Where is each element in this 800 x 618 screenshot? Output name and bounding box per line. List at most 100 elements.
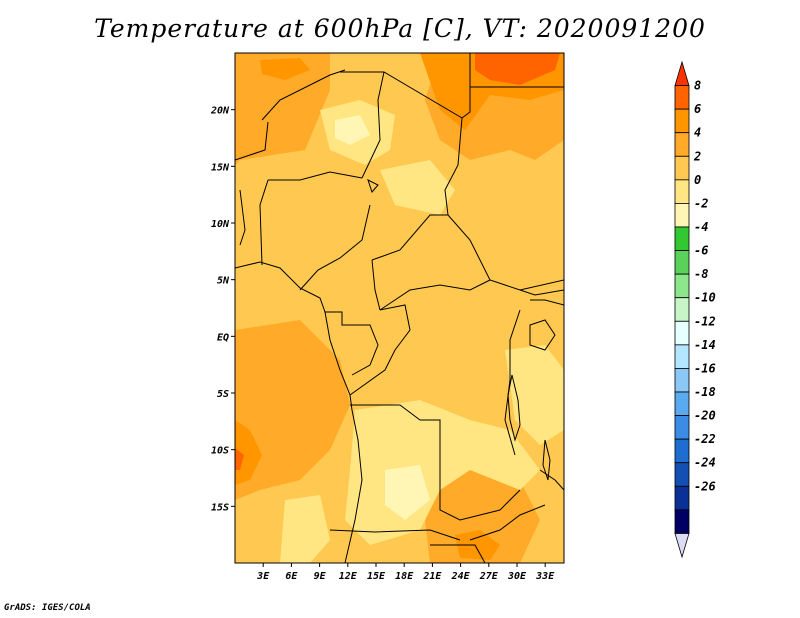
lat-label: 15S	[211, 502, 229, 513]
colorbar-boxes	[674, 60, 690, 559]
border-nigeria-cameroon	[299, 204, 371, 291]
colorbar-swatch	[674, 344, 690, 369]
lat-label: 15N	[211, 162, 230, 173]
lon-label: 27E	[479, 571, 499, 582]
colorbar-label: -8	[694, 267, 708, 281]
country-borders	[235, 53, 564, 563]
colorbar-label: 2	[693, 149, 701, 163]
grads-credit: GrADS: IGES/COLA	[4, 603, 91, 613]
colorbar-bottom-arrow	[674, 533, 690, 559]
colorbar-swatch	[674, 415, 690, 440]
lake-tanganyika	[507, 374, 521, 442]
border-gabon-congo	[325, 311, 379, 376]
colorbar-swatch	[674, 85, 690, 110]
field-warm-west	[235, 53, 330, 165]
border-car-drc	[379, 279, 491, 311]
lat-label: EQ	[217, 332, 229, 343]
colorbar-swatch	[674, 438, 690, 464]
map-frame	[234, 52, 565, 564]
lon-label: 30E	[507, 571, 527, 582]
colorbar-label: -16	[694, 361, 716, 375]
border-namibia-botswana	[430, 544, 486, 563]
border-drc-east	[504, 309, 521, 456]
latitude-labels: 20N 15N 10N 5N EQ 5S 10S 15S	[210, 106, 235, 513]
field-hot-south	[455, 530, 500, 560]
lon-label: 6E	[285, 571, 298, 582]
lat-label: 10N	[211, 219, 230, 230]
lon-label: 15E	[367, 571, 386, 582]
border-cameroon-car	[371, 259, 381, 311]
lat-label: 20N	[210, 106, 230, 117]
border-ethiopia	[519, 289, 564, 296]
colorbar-label: -18	[694, 385, 716, 399]
colorbar-top-arrow	[674, 60, 690, 86]
colorbar-label: -6	[694, 244, 708, 258]
field-hot-topleft	[260, 58, 310, 80]
colorbar-swatch	[674, 485, 690, 511]
lon-label: 21E	[422, 571, 442, 582]
lat-label: 5N	[217, 276, 230, 287]
field-warm-southwest	[235, 320, 350, 500]
border-benin-togo	[259, 179, 269, 266]
lon-label: 3E	[256, 571, 270, 582]
field-warm-south	[425, 470, 540, 563]
colorbar-label: -14	[694, 338, 716, 352]
colorbar-swatch	[674, 108, 690, 134]
border-chad-car	[371, 214, 448, 261]
border-niger-chad	[361, 71, 385, 179]
lake-malawi	[542, 439, 551, 481]
border-libya-egypt	[461, 53, 471, 119]
border-zambia-zimbabwe	[469, 504, 546, 541]
colorbar-swatch	[674, 203, 690, 228]
lon-label: 33E	[535, 571, 555, 582]
colorbar-swatch	[674, 509, 690, 534]
border-kenya	[530, 299, 564, 306]
colorbar-label: 6	[694, 102, 701, 116]
lake-victoria	[529, 319, 556, 351]
colorbar-swatch	[674, 226, 690, 251]
coast-west-africa	[235, 261, 363, 563]
field-cold-angola	[385, 465, 430, 520]
colorbar-label: -20	[694, 409, 716, 423]
border-mali	[235, 121, 269, 161]
border-ghana	[239, 189, 246, 246]
colorbar-swatch	[674, 462, 690, 487]
field-cold-sahel	[335, 115, 370, 145]
colorbar-swatch	[674, 250, 690, 275]
border-angola-zambia	[439, 470, 521, 521]
colorbar-swatch	[674, 273, 690, 299]
field-cool-chad	[380, 160, 455, 215]
colorbar-label: -26	[694, 479, 716, 493]
border-sudan-southsudan	[447, 214, 564, 291]
field-hot-west	[235, 420, 262, 485]
field-hottest-north	[475, 53, 560, 85]
colorbar-swatch	[674, 320, 690, 346]
border-niger-algeria	[261, 69, 346, 121]
lake-chad	[367, 179, 379, 193]
colorbar-swatch	[674, 155, 690, 181]
map-title: Temperature at 600hPa [C], VT: 202009120…	[94, 14, 706, 43]
colorbar-swatch	[674, 391, 690, 416]
lon-label: 24E	[451, 571, 471, 582]
colorbar-label: -4	[694, 220, 708, 234]
colorbar-label: 4	[694, 126, 701, 140]
colorbar-label: -2	[694, 196, 708, 210]
border-tanzania-mozambique	[539, 469, 564, 491]
colorbar-labels: 8 6 4 2 0 -2 -4 -6 -8 -10 -12 -14 -16 -18 -20 -22 -24 -26	[693, 79, 716, 494]
colorbar-swatch	[674, 368, 690, 393]
lat-label: 5S	[217, 389, 229, 400]
lon-label: 12E	[339, 571, 358, 582]
longitude-labels: 3E 6E 9E 12E 15E 18E 21E 24E 27E 30E 33E	[256, 563, 555, 582]
colorbar-label: -24	[694, 456, 716, 470]
colorbar-swatch	[674, 132, 690, 157]
colorbar-swatch	[674, 297, 690, 322]
border-drc-angola	[350, 404, 441, 470]
field-cool-southwest	[280, 495, 330, 563]
lon-label: 18E	[395, 571, 414, 582]
border-chad-sudan	[444, 117, 463, 216]
field-hottest-west	[235, 448, 244, 470]
lon-label: 9E	[314, 571, 327, 582]
colorbar-label: -12	[694, 314, 716, 328]
